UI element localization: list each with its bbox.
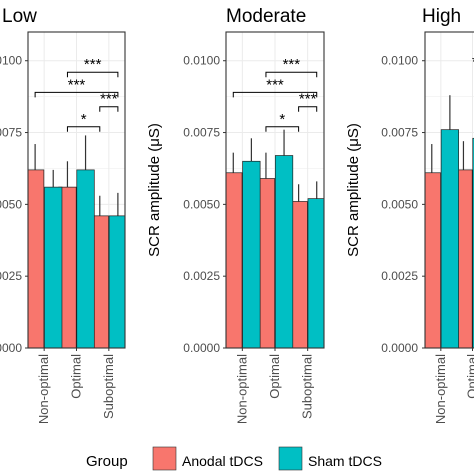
bar (274, 155, 294, 348)
panel-title: Moderate (226, 6, 306, 27)
y-tick-label: 0025 (0, 269, 22, 283)
y-axis-label: SCR amplitude (μS) (146, 123, 163, 257)
x-tick-label: Optimal (267, 354, 282, 399)
y-tick-label: 0.0025 (183, 269, 220, 283)
significance-label: * (472, 53, 474, 70)
significance-bracket (265, 126, 300, 132)
bar (242, 160, 261, 348)
significance-bracket (34, 91, 119, 98)
significance-bracket (265, 71, 318, 78)
bar (307, 198, 324, 348)
x-tick-label: Non-optimal (433, 354, 448, 424)
x-tick-label: Optimal (69, 354, 84, 399)
y-tick-label: 0.0100 (381, 54, 418, 68)
significance-label: *** (68, 76, 86, 93)
x-tick-label: Non-optimal (234, 354, 249, 424)
panel-high: High SCR amplitude (μS) * 0.0000 0.0025 0.005… (345, 6, 474, 424)
significance-bracket (99, 106, 119, 112)
bar (472, 137, 474, 348)
y-tick-label: 0.0050 (183, 197, 220, 211)
significance-label: *** (100, 91, 118, 108)
y-tick-label: 0100 (0, 54, 22, 68)
legend-title: Group (86, 453, 128, 470)
significance-label: *** (283, 56, 301, 73)
bar (76, 169, 95, 348)
legend-swatch-sham (278, 446, 303, 471)
panel-title: High (422, 6, 461, 27)
bar (226, 172, 243, 348)
bar (44, 186, 63, 348)
legend-swatch-anodal (152, 446, 177, 471)
significance-label: *** (84, 56, 102, 73)
plot-area: * (425, 32, 474, 348)
significance-bracket (66, 126, 101, 132)
panel-low: Low**********00000025005000750100Non-opt… (0, 6, 126, 424)
x-tick-label: Suboptimal (300, 354, 315, 419)
y-tick-label: 0.0075 (381, 126, 418, 140)
significance-bracket (232, 91, 318, 98)
x-tick-label: Non-optimal (36, 354, 51, 424)
y-tick-label: 0.0025 (381, 269, 418, 283)
bar (108, 215, 125, 348)
y-tick-label: 0050 (0, 197, 22, 211)
significance-label: *** (266, 76, 284, 93)
bar (425, 172, 441, 348)
significance-bracket (298, 106, 318, 112)
y-tick-label: 0000 (0, 341, 22, 355)
bar (440, 129, 459, 348)
y-tick-label: 0.0000 (381, 341, 418, 355)
legend-label-sham: Sham tDCS (308, 453, 382, 469)
y-tick-label: 0075 (0, 126, 22, 140)
y-tick-label: 0.0000 (183, 341, 220, 355)
significance-bracket (66, 71, 119, 78)
y-tick-label: 0.0050 (381, 197, 418, 211)
bar (28, 169, 45, 348)
panel-title: Low (2, 6, 37, 27)
legend: Group Anodal tDCS Sham tDCS (86, 446, 382, 471)
significance-label: * (279, 111, 285, 128)
significance-label: * (81, 111, 87, 128)
significance-label: *** (299, 91, 317, 108)
y-tick-label: 0.0075 (183, 126, 220, 140)
y-axis-label: SCR amplitude (μS) (345, 123, 362, 257)
legend-label-anodal: Anodal tDCS (182, 453, 263, 469)
plot-area: ********** (28, 32, 125, 348)
x-tick-label: Suboptimal (101, 354, 116, 419)
y-tick-label: 0.0100 (183, 54, 220, 68)
plot-area: ********** (226, 32, 324, 348)
panels: Low**********00000025005000750100Non-opt… (0, 6, 474, 424)
x-tick-label: Optimal (465, 354, 474, 399)
